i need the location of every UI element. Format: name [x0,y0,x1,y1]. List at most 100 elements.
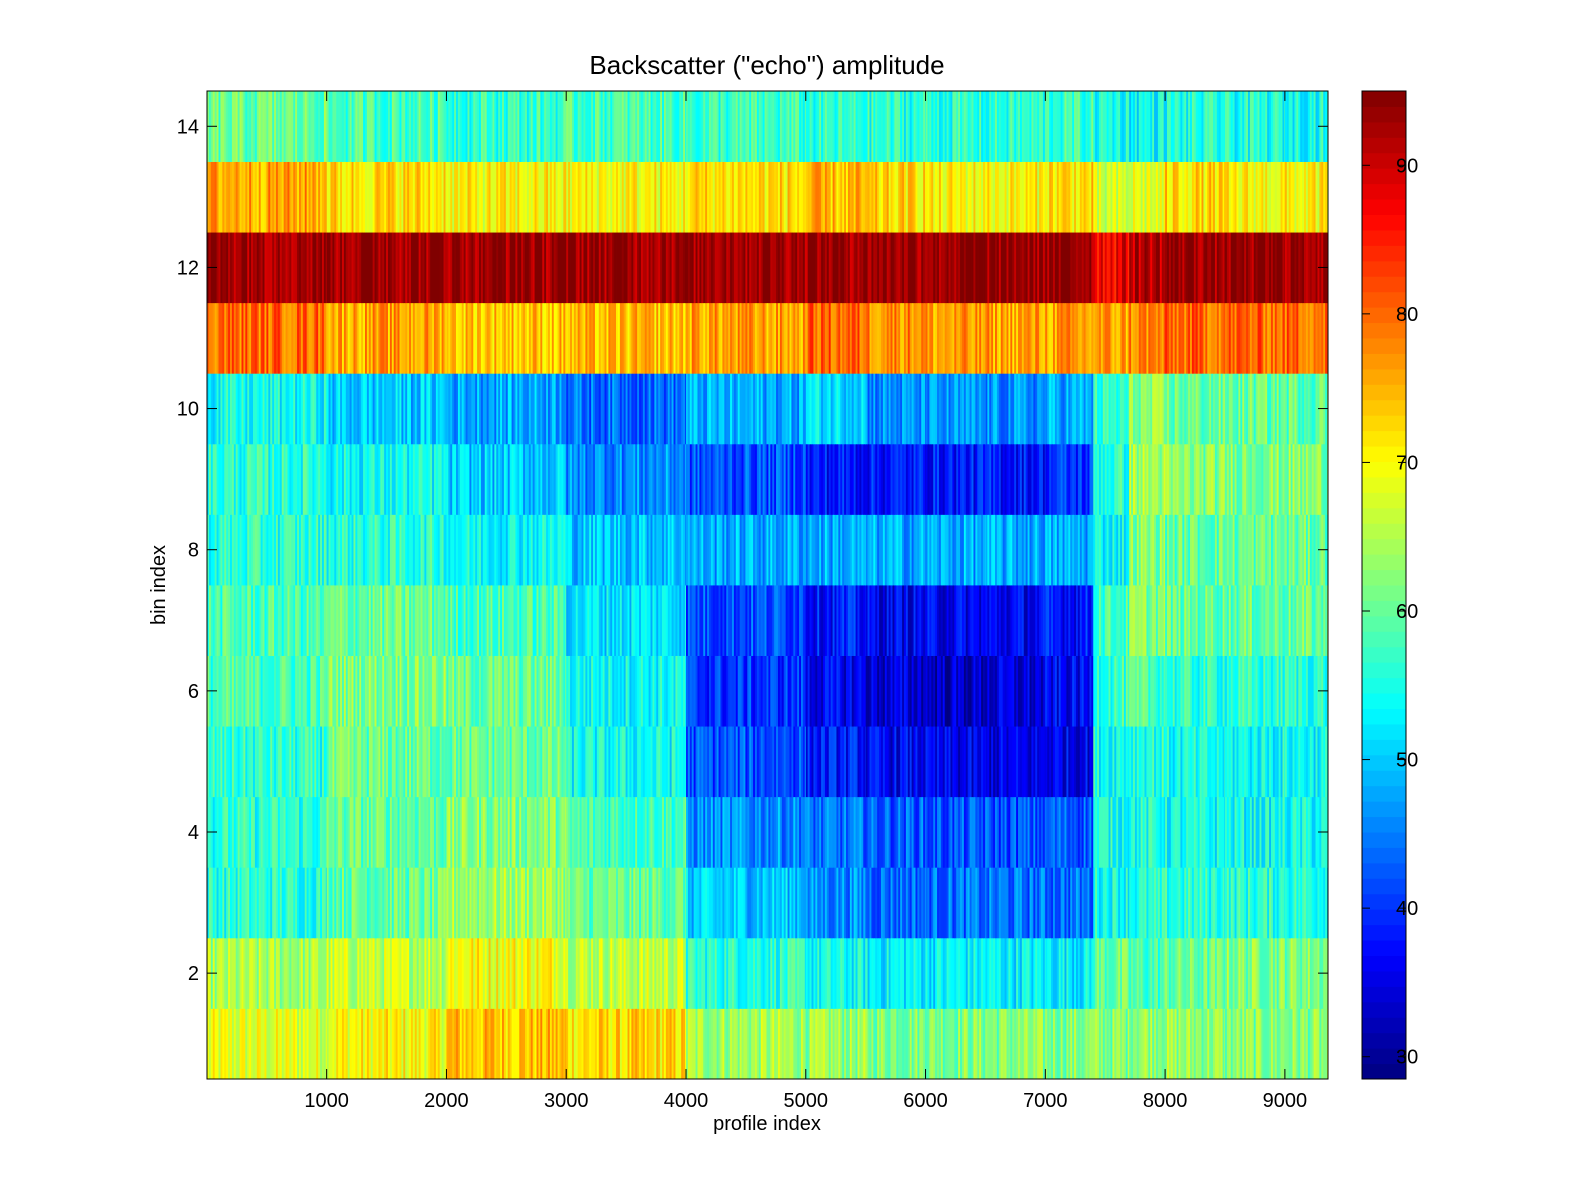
heat-cell [1070,937,1073,1009]
heat-cell [583,726,586,798]
heat-cell [612,867,615,939]
heat-cell [754,937,758,1009]
heat-cell [432,796,435,868]
heat-cell [585,937,588,1009]
heat-cell [534,937,537,1009]
heat-cell [1102,726,1106,798]
heat-cell [1150,937,1153,1009]
heat-cell [1161,1008,1165,1079]
heat-cell [965,796,969,868]
heat-cell [1290,867,1293,939]
heat-cell [832,726,835,798]
heat-cell [1304,937,1307,1009]
heat-cell [393,726,397,798]
heat-cell [551,1008,555,1079]
heat-cell [1186,1008,1189,1079]
heat-cell [1138,1008,1142,1079]
heat-cell [1146,867,1149,939]
heat-cell [490,796,493,868]
heat-cell [368,937,372,1009]
heat-cell [351,796,354,868]
heat-cell [581,867,584,939]
heat-cell [328,867,331,939]
heat-cell [909,726,913,798]
heat-cell [1047,867,1050,939]
heat-cell [1321,867,1324,939]
heat-cell [1029,726,1032,798]
heat-cell [1261,867,1264,939]
heat-cell [260,937,263,1009]
heat-cell [937,937,940,1009]
heat-cell [950,796,953,868]
heat-cell [940,796,944,868]
heat-cell [345,867,349,939]
heat-cell [226,867,229,939]
heat-cell [1253,796,1257,868]
heat-cell [1089,937,1092,1009]
heat-cell [308,726,311,798]
heat-cell [687,937,691,1009]
heat-cell [484,867,488,939]
heat-cell [658,867,661,939]
heat-cell [382,726,385,798]
heat-cell [1319,1008,1322,1079]
heat-cell [374,937,377,1009]
heat-cell [525,726,528,798]
heat-cell [648,796,651,868]
heat-cell [399,1008,402,1079]
heat-cell [341,726,345,798]
heat-cell [338,726,341,798]
heat-cell [975,867,978,939]
heat-cell [956,796,959,868]
heat-cell [646,937,650,1009]
heat-cell [266,937,269,1009]
heat-cell [338,937,341,1009]
heat-cell [720,796,723,868]
heat-cell [266,726,269,798]
heat-cell [403,726,406,798]
heat-cell [507,937,511,1009]
heat-cell [1313,937,1316,1009]
heat-cell [616,726,619,798]
heat-cell [777,867,781,939]
heat-cell [1070,796,1073,868]
heat-cell [1039,796,1042,868]
heat-cell [909,937,913,1009]
heat-cell [488,937,491,1009]
heat-cell [310,1008,313,1079]
heat-cell [245,796,248,868]
heat-cell [397,726,400,798]
heat-cell [1074,867,1077,939]
heat-cell [925,867,926,939]
heat-cell [903,937,907,1009]
heat-cell [1051,867,1054,939]
heat-cell [1167,1008,1170,1079]
heat-cell [689,937,693,1009]
heat-cell [577,796,581,868]
heat-cell [961,1008,965,1079]
heat-cell [1110,867,1113,939]
heat-cell [716,726,719,798]
heat-cell [565,867,567,939]
heat-cell [376,937,379,1009]
heat-cell [660,726,663,798]
heat-cell [685,1008,689,1079]
heat-cell [710,796,714,868]
heat-cell [707,867,710,939]
heat-cell [685,796,687,868]
heat-cell [523,867,526,939]
heat-cell [222,1008,225,1079]
heat-cell [797,937,800,1009]
heat-cell [1220,867,1223,939]
heat-cell [646,1008,650,1079]
heat-cell [532,867,535,939]
heat-cell [658,726,661,798]
heat-cell [954,796,957,868]
heat-cell [739,937,742,1009]
heat-cell [320,1008,323,1079]
heat-cell [1157,867,1161,939]
heat-cell [1298,1008,1301,1079]
heat-cell [1298,867,1301,939]
heat-cell [456,726,459,798]
heat-cell [256,867,260,939]
